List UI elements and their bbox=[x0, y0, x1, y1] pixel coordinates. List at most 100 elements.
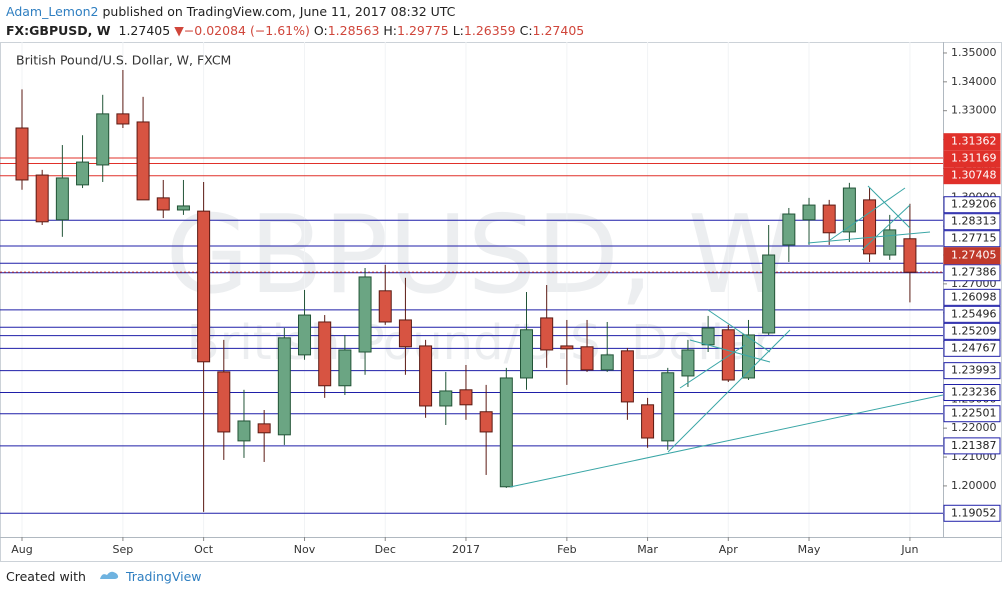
arrow: ▼ bbox=[174, 23, 184, 38]
candle-body bbox=[883, 229, 897, 256]
price-label: 1.26098 bbox=[951, 290, 997, 303]
o: 1.28563 bbox=[327, 23, 380, 38]
candle-body bbox=[802, 204, 816, 221]
price-label: 1.19052 bbox=[951, 506, 997, 519]
candle-body bbox=[620, 350, 634, 403]
candle-body bbox=[76, 161, 90, 186]
candle-body bbox=[641, 404, 655, 439]
price-label: 1.24767 bbox=[951, 341, 997, 354]
price-label-box bbox=[943, 264, 1001, 282]
x-tick-label: Jun bbox=[900, 543, 918, 556]
candle-body bbox=[277, 337, 291, 436]
price-label: 1.25209 bbox=[951, 324, 997, 337]
h: 1.29775 bbox=[397, 23, 449, 38]
x-tick-label: May bbox=[798, 543, 821, 556]
watermark: GBPUSD, W bbox=[165, 193, 794, 318]
brand[interactable]: TradingView bbox=[125, 569, 202, 584]
price-label: 1.27405 bbox=[951, 249, 997, 262]
author[interactable]: Adam_Lemon2 bbox=[6, 4, 99, 19]
candle-body bbox=[782, 213, 796, 246]
candle-body bbox=[479, 411, 493, 433]
legend: British Pound/U.S. Dollar, W, FXCM bbox=[16, 53, 231, 68]
price-label-box bbox=[943, 230, 1001, 248]
price-label: 1.29206 bbox=[951, 198, 997, 211]
candle-body bbox=[903, 238, 917, 273]
candle-body bbox=[600, 354, 614, 371]
candle-body bbox=[96, 113, 110, 166]
x-tick-label: Sep bbox=[113, 543, 134, 556]
created: Created with bbox=[6, 569, 86, 584]
y-tick-label: 1.33000 bbox=[951, 104, 997, 117]
candle-body bbox=[701, 327, 715, 346]
price-label: 1.31362 bbox=[951, 135, 997, 148]
candle-body bbox=[681, 349, 695, 377]
price-label: 1.27715 bbox=[951, 232, 997, 245]
price-label-box bbox=[943, 322, 1001, 340]
candle-body bbox=[136, 121, 150, 201]
header: Adam_Lemon2 published on TradingView.com… bbox=[6, 2, 584, 40]
candle-body bbox=[661, 372, 675, 442]
x-tick-label: Nov bbox=[294, 543, 316, 556]
candle-body bbox=[318, 321, 332, 387]
price-label-box bbox=[943, 305, 1001, 323]
candle-body bbox=[863, 199, 877, 255]
price-label-box bbox=[943, 405, 1001, 423]
x-tick-label: 2017 bbox=[452, 543, 480, 556]
price-label: 1.25496 bbox=[951, 307, 997, 320]
candle-body bbox=[520, 329, 533, 379]
price-label: 1.27386 bbox=[951, 266, 997, 279]
price-label: 1.30748 bbox=[951, 169, 997, 182]
price-label-box bbox=[943, 362, 1001, 380]
published: published on TradingView.com, June 11, 2… bbox=[102, 4, 456, 19]
candle-body bbox=[257, 423, 271, 434]
c: 1.27405 bbox=[532, 23, 585, 38]
price-label: 1.23993 bbox=[951, 364, 997, 377]
candle-body bbox=[237, 420, 251, 442]
price-label-box bbox=[943, 213, 1001, 231]
candle-body bbox=[338, 349, 352, 387]
footer: Created with TradingView bbox=[6, 569, 201, 584]
price-label-box bbox=[943, 504, 1001, 522]
y-tick-label: 1.34000 bbox=[951, 75, 997, 88]
price-label: 1.22501 bbox=[951, 407, 997, 420]
candle-body bbox=[176, 205, 190, 211]
candle-body bbox=[842, 187, 856, 233]
o-label: O: bbox=[313, 23, 328, 38]
candle-body bbox=[378, 290, 392, 323]
logo bbox=[99, 571, 119, 579]
candle-body bbox=[762, 254, 776, 334]
price-label-box bbox=[943, 167, 1001, 185]
price-label: 1.28313 bbox=[951, 215, 997, 228]
y-tick-label: 1.22000 bbox=[951, 421, 997, 434]
candle-body bbox=[35, 174, 49, 223]
price-label-box bbox=[943, 437, 1001, 455]
x-tick-label: Mar bbox=[637, 543, 658, 556]
price-label-box bbox=[943, 384, 1001, 402]
x-tick-label: Dec bbox=[375, 543, 396, 556]
l-label: L: bbox=[452, 23, 464, 38]
candle-body bbox=[217, 371, 231, 433]
candle-body bbox=[156, 197, 170, 211]
h-label: H: bbox=[383, 23, 398, 38]
change: −0.02084 (−1.61%) bbox=[183, 23, 310, 38]
candle-body bbox=[398, 319, 412, 348]
candle-body bbox=[15, 127, 29, 181]
price-label: 1.21387 bbox=[951, 439, 997, 452]
x-tick-label: Feb bbox=[557, 543, 576, 556]
candle-body bbox=[560, 345, 574, 350]
price-label-box bbox=[943, 133, 1001, 151]
price-label: 1.23236 bbox=[951, 386, 997, 399]
candle-body bbox=[540, 317, 554, 351]
last: 1.27405 bbox=[118, 23, 171, 38]
x-tick-label: Apr bbox=[719, 543, 739, 556]
candle-body bbox=[197, 210, 211, 363]
price-label: 1.31169 bbox=[951, 152, 997, 165]
y-tick-label: 1.20000 bbox=[951, 479, 997, 492]
candle-body bbox=[721, 329, 735, 381]
y-tick-label: 1.35000 bbox=[951, 46, 997, 59]
price-label-box bbox=[943, 247, 1001, 265]
candle-body bbox=[116, 113, 130, 125]
price-label-box bbox=[943, 150, 1001, 168]
